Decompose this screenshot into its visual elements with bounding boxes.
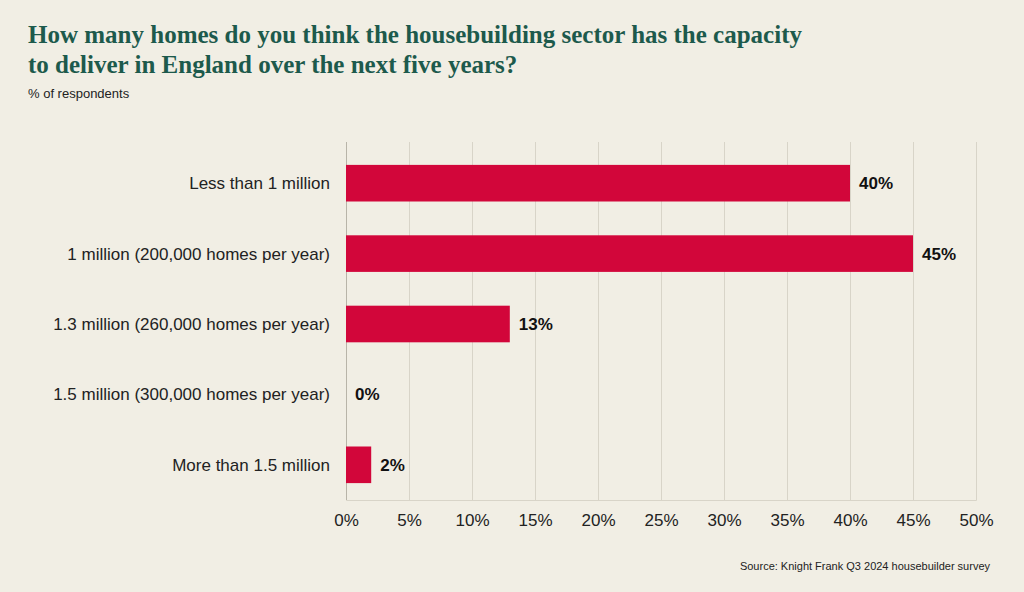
x-tick: 50% xyxy=(959,142,993,530)
x-tick: 45% xyxy=(896,142,930,530)
data-label: 45% xyxy=(922,245,956,264)
category-label: Less than 1 million xyxy=(189,174,330,193)
x-tick-label: 40% xyxy=(833,511,867,530)
category-label: 1.5 million (300,000 homes per year) xyxy=(53,385,330,404)
x-tick-label: 30% xyxy=(707,511,741,530)
grid-line xyxy=(976,142,977,500)
x-tick-label: 35% xyxy=(770,511,804,530)
grid-line xyxy=(913,142,914,500)
source-note: Source: Knight Frank Q3 2024 housebuilde… xyxy=(740,560,991,572)
data-label: 0% xyxy=(355,385,380,404)
x-axis: 0% 5% 10% 15% 20% 25% 30% 35% 40% 45% 50% xyxy=(334,142,993,530)
data-label: 40% xyxy=(859,174,893,193)
subtitle: % of respondents xyxy=(28,86,130,101)
x-tick-label: 20% xyxy=(581,511,615,530)
x-axis-line xyxy=(347,142,977,501)
bar xyxy=(346,376,347,413)
x-tick-label: 10% xyxy=(455,511,489,530)
x-tick-label: 0% xyxy=(334,511,359,530)
bar xyxy=(346,235,913,272)
bar xyxy=(346,165,850,202)
y-axis: Less than 1 million 1 million (200,000 ho… xyxy=(53,174,330,475)
bar xyxy=(346,446,371,483)
x-tick-label: 25% xyxy=(644,511,678,530)
data-labels: 40% 45% 13% 0% 2% xyxy=(355,174,956,475)
category-label: 1.3 million (260,000 homes per year) xyxy=(53,315,330,334)
x-tick-label: 5% xyxy=(397,511,422,530)
category-label: 1 million (200,000 homes per year) xyxy=(67,245,330,264)
x-tick-label: 45% xyxy=(896,511,930,530)
background xyxy=(0,0,1024,592)
category-label: More than 1.5 million xyxy=(172,456,330,475)
bars xyxy=(346,165,913,483)
data-label: 2% xyxy=(380,456,405,475)
title-line: to deliver in England over the next five… xyxy=(28,51,517,78)
grid-line xyxy=(850,142,851,500)
data-label: 13% xyxy=(519,315,553,334)
x-tick-label: 15% xyxy=(518,511,552,530)
title-line: How many homes do you think the housebui… xyxy=(28,21,802,48)
chart: How many homes do you think the housebui… xyxy=(0,0,1024,592)
x-tick-label: 50% xyxy=(959,511,993,530)
bar xyxy=(346,306,510,343)
title: How many homes do you think the housebui… xyxy=(28,21,802,78)
